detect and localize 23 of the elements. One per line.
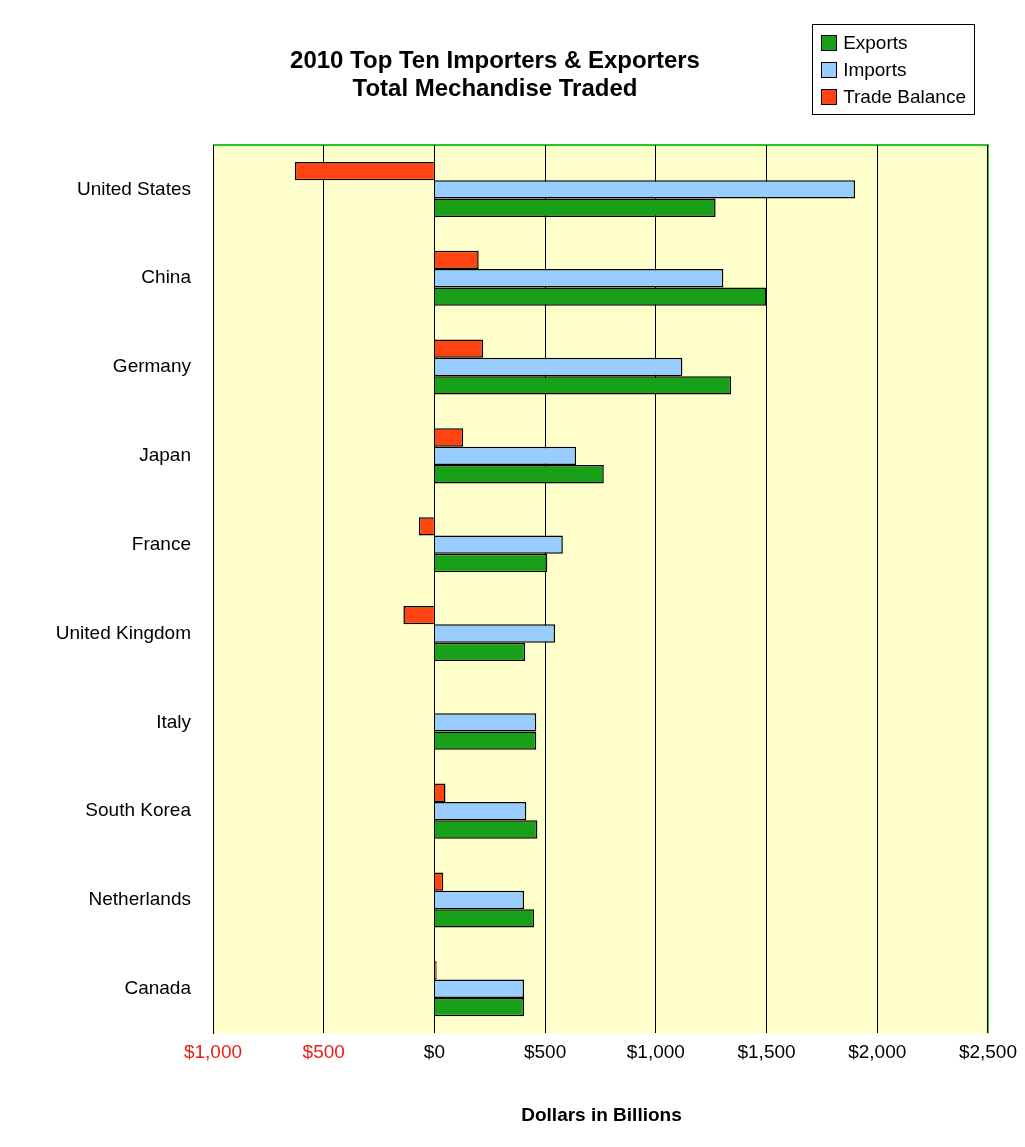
legend-label: Exports [842, 31, 909, 55]
x-tick-label: $1,500 [737, 1040, 796, 1062]
legend-label: Trade Balance [842, 85, 966, 109]
chart-title: 2010 Top Ten Importers & Exporters Total Mechandise Traded [289, 46, 701, 102]
y-tick-label: South Korea [85, 799, 192, 821]
x-tick-label: $2,500 [958, 1040, 1018, 1062]
x-tick-label: $1,000 [626, 1040, 685, 1062]
y-tick-label: Japan [139, 444, 191, 466]
y-tick-label: France [131, 532, 191, 554]
legend-label: Imports [842, 58, 908, 82]
y-tick-label: Germany [112, 355, 192, 377]
x-tick-label: $0 [423, 1040, 445, 1062]
x-tick-label: $500 [523, 1040, 567, 1062]
y-tick-label: China [141, 266, 192, 288]
y-tick-label: United States [76, 177, 191, 199]
y-tick-label: Canada [124, 977, 192, 999]
x-tick-label: $2,000 [848, 1040, 907, 1062]
x-tick-label: $1,000 [183, 1040, 243, 1062]
y-tick-label: Netherlands [88, 888, 191, 910]
y-tick-label: Italy [156, 710, 192, 732]
x-axis-title: Dollars in Billions [520, 1104, 683, 1126]
x-tick-label: $500 [302, 1040, 345, 1062]
y-tick-label: United Kingdom [55, 621, 191, 643]
